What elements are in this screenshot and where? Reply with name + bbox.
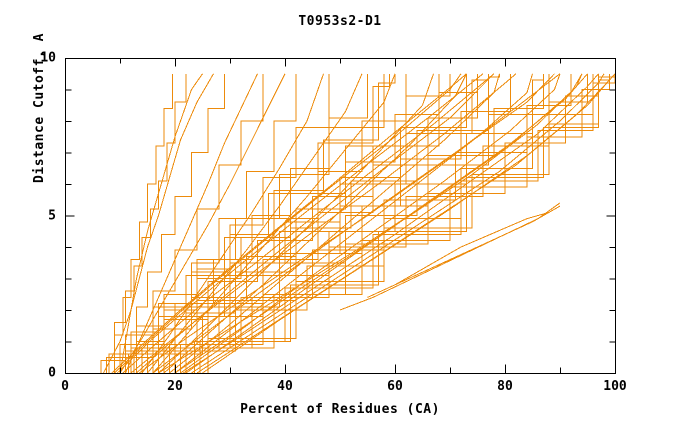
y-tick-label: 10 <box>40 50 56 66</box>
x-tick-label: 60 <box>387 379 403 394</box>
x-axis-label: Percent of Residues (CA) <box>240 402 440 417</box>
data-curve <box>394 205 561 286</box>
data-curve <box>147 73 544 373</box>
data-curve <box>122 73 495 373</box>
x-tick-label: 40 <box>277 379 293 394</box>
data-curve <box>147 73 440 373</box>
data-curve <box>133 73 489 373</box>
x-tick-label: 0 <box>61 379 69 394</box>
data-curve <box>182 73 599 373</box>
data-curve <box>163 73 550 373</box>
data-curve <box>114 73 462 373</box>
x-tick-label: 20 <box>167 379 183 394</box>
data-curve <box>119 73 203 373</box>
data-curve <box>103 73 214 373</box>
data-curve <box>174 73 533 373</box>
data-curve <box>105 73 396 373</box>
data-curves-layer <box>100 73 615 373</box>
data-curve <box>163 73 544 373</box>
data-curve <box>199 73 610 373</box>
x-tick-label: 80 <box>497 379 513 394</box>
data-curve <box>125 73 258 373</box>
data-curve <box>138 73 561 373</box>
x-tick-label: 100 <box>603 379 627 394</box>
data-curve <box>119 73 467 373</box>
data-curve <box>141 73 500 373</box>
data-curve <box>158 73 588 373</box>
data-curve <box>116 73 484 373</box>
data-curve <box>114 73 173 373</box>
plot-area <box>65 58 615 373</box>
data-curve <box>108 73 385 373</box>
y-tick-label: 0 <box>48 365 56 381</box>
data-curve <box>111 73 467 373</box>
plot-frame <box>64 57 617 375</box>
chart-title: T0953s2-D1 <box>298 14 382 29</box>
data-curve <box>339 202 561 311</box>
data-curve <box>185 73 583 373</box>
data-curve <box>185 73 610 373</box>
y-tick-label: 5 <box>48 208 56 223</box>
